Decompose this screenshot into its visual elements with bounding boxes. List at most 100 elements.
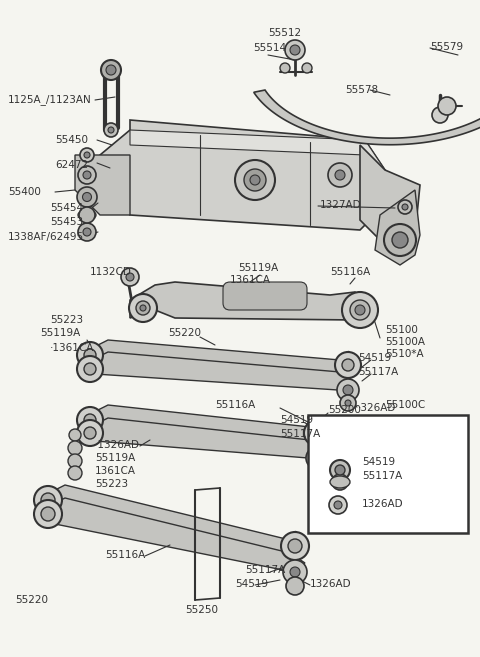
Text: 55223: 55223: [50, 315, 83, 325]
Circle shape: [84, 427, 96, 439]
Text: 1326AD: 1326AD: [362, 499, 404, 509]
Circle shape: [304, 420, 330, 446]
Polygon shape: [375, 190, 420, 265]
Circle shape: [342, 292, 378, 328]
Circle shape: [309, 463, 325, 479]
Circle shape: [290, 567, 300, 577]
Circle shape: [34, 486, 62, 514]
Circle shape: [77, 407, 103, 433]
Circle shape: [286, 577, 304, 595]
Text: 55400: 55400: [8, 187, 41, 197]
Text: 55453: 55453: [50, 217, 83, 227]
Circle shape: [77, 342, 103, 368]
Text: 1125A_/1123AN: 1125A_/1123AN: [8, 95, 92, 106]
Circle shape: [280, 63, 290, 73]
Polygon shape: [88, 352, 355, 390]
Text: 55117A: 55117A: [358, 367, 398, 377]
Text: 55117A: 55117A: [280, 429, 320, 439]
Circle shape: [345, 400, 351, 406]
Circle shape: [68, 454, 82, 468]
Circle shape: [83, 193, 92, 202]
Circle shape: [302, 63, 312, 73]
Polygon shape: [100, 120, 385, 230]
Text: 5510*A: 5510*A: [385, 349, 424, 359]
Circle shape: [306, 447, 328, 469]
Text: ·326AD: ·326AD: [358, 403, 396, 413]
Circle shape: [335, 352, 361, 378]
Circle shape: [84, 349, 96, 361]
Text: 55100C: 55100C: [385, 400, 425, 410]
Circle shape: [34, 500, 62, 528]
Circle shape: [402, 204, 408, 210]
Text: 55119A: 55119A: [238, 263, 278, 273]
Text: 55512: 55512: [268, 28, 301, 38]
Circle shape: [78, 223, 96, 241]
Circle shape: [342, 359, 354, 371]
Circle shape: [136, 301, 150, 315]
Text: 55119A: 55119A: [95, 453, 135, 463]
Polygon shape: [75, 155, 130, 215]
Circle shape: [108, 127, 114, 133]
Circle shape: [235, 160, 275, 200]
Text: ·1326AD: ·1326AD: [95, 440, 140, 450]
Circle shape: [281, 532, 309, 560]
Circle shape: [334, 501, 342, 509]
Text: 55117A: 55117A: [362, 471, 402, 481]
Circle shape: [83, 171, 91, 179]
Circle shape: [68, 466, 82, 480]
Circle shape: [104, 123, 118, 137]
Text: 55220: 55220: [15, 595, 48, 605]
Text: 55514: 55514: [253, 43, 286, 53]
Circle shape: [283, 560, 307, 584]
Circle shape: [335, 465, 345, 475]
Polygon shape: [130, 130, 385, 175]
Circle shape: [330, 460, 350, 480]
Circle shape: [290, 45, 300, 55]
Circle shape: [311, 427, 323, 439]
Circle shape: [432, 107, 448, 123]
Polygon shape: [130, 282, 375, 320]
Text: 62472: 62472: [55, 160, 88, 170]
Text: 55117A: 55117A: [245, 565, 285, 575]
Circle shape: [343, 385, 353, 395]
Polygon shape: [88, 418, 325, 458]
Circle shape: [79, 207, 95, 223]
Text: 54519: 54519: [358, 353, 391, 363]
Ellipse shape: [78, 210, 96, 220]
Circle shape: [250, 175, 260, 185]
Text: 55100A: 55100A: [385, 337, 425, 347]
Text: 1132CD: 1132CD: [90, 267, 132, 277]
Circle shape: [285, 40, 305, 60]
Circle shape: [129, 294, 157, 322]
Polygon shape: [360, 145, 420, 250]
Text: 55454: 55454: [50, 203, 83, 213]
Polygon shape: [88, 340, 355, 378]
Circle shape: [398, 200, 412, 214]
Circle shape: [288, 539, 302, 553]
Circle shape: [384, 224, 416, 256]
Bar: [308, 415, 468, 533]
Text: 54519: 54519: [235, 579, 268, 589]
Circle shape: [328, 163, 352, 187]
Circle shape: [121, 268, 139, 286]
Circle shape: [84, 414, 96, 426]
Polygon shape: [45, 498, 305, 571]
Polygon shape: [45, 485, 305, 558]
Text: 55450: 55450: [55, 135, 88, 145]
Circle shape: [355, 305, 365, 315]
Text: 1338AF/62495: 1338AF/62495: [8, 232, 84, 242]
Circle shape: [41, 493, 55, 507]
Text: 55200: 55200: [328, 405, 361, 415]
Circle shape: [77, 356, 103, 382]
Circle shape: [438, 97, 456, 115]
Circle shape: [335, 170, 345, 180]
Circle shape: [77, 420, 103, 446]
Polygon shape: [254, 78, 480, 145]
Circle shape: [84, 152, 90, 158]
Text: 54519: 54519: [280, 415, 313, 425]
Circle shape: [41, 507, 55, 521]
Circle shape: [244, 169, 266, 191]
Circle shape: [78, 166, 96, 184]
Circle shape: [80, 148, 94, 162]
Circle shape: [140, 305, 146, 311]
